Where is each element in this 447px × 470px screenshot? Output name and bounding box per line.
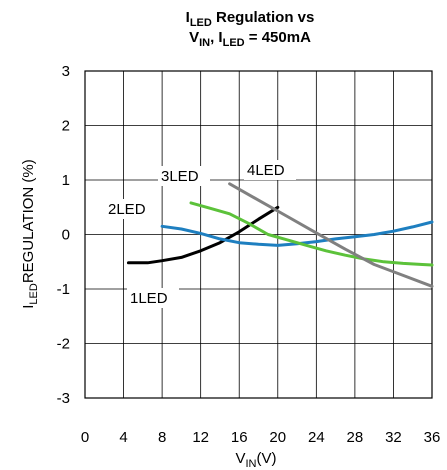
title1-main: I bbox=[186, 9, 190, 26]
y-tick-label: 1 bbox=[62, 172, 70, 189]
x-tick-label: 28 bbox=[347, 429, 364, 446]
xlabel-unit: (V) bbox=[257, 450, 277, 467]
series-label-3led: 3LED bbox=[161, 168, 199, 185]
series-line-4led bbox=[228, 182, 434, 288]
ylabel-rest: REGULATION (%) bbox=[20, 159, 37, 283]
series-label-bg bbox=[127, 288, 179, 308]
chart-title-line-1: ILED Regulation vs bbox=[186, 9, 315, 29]
ylabel-sub: LED bbox=[28, 283, 40, 304]
x-tick-label: 36 bbox=[424, 429, 441, 446]
x-tick-label: 16 bbox=[231, 429, 248, 446]
title1-rest: Regulation vs bbox=[212, 9, 315, 26]
plot-frame bbox=[84, 70, 433, 399]
xlabel-main: V bbox=[235, 450, 245, 467]
title2-sep: , I bbox=[210, 29, 223, 46]
x-tick-label: 8 bbox=[158, 429, 166, 446]
series-label-bg bbox=[244, 160, 296, 180]
title2-rest: = 450mA bbox=[245, 29, 311, 46]
x-tick-label: 12 bbox=[192, 429, 209, 446]
y-tick-label: -3 bbox=[57, 390, 70, 407]
chart-title: ILED Regulation vs VIN, ILED = 450mA bbox=[186, 9, 315, 49]
y-tick-label: 0 bbox=[62, 227, 70, 244]
series-lines bbox=[126, 182, 434, 288]
series-line-3led bbox=[189, 201, 434, 267]
y-axis-title: ILEDREGULATION (%) bbox=[20, 159, 40, 308]
x-tick-label: 4 bbox=[119, 429, 127, 446]
series-label-1led: 1LED bbox=[130, 290, 168, 307]
series-label-2led: 2LED bbox=[108, 201, 146, 218]
y-tick-label: -2 bbox=[57, 336, 70, 353]
series-line-1led bbox=[126, 205, 280, 265]
title2-i-sub: LED bbox=[223, 37, 245, 49]
ylabel-main: I bbox=[20, 305, 37, 309]
x-tick-label: 24 bbox=[308, 429, 325, 446]
series-labels: 1LED 2LED 3LED 4LED bbox=[105, 160, 296, 308]
chart-title-line-2: VIN, ILED = 450mA bbox=[189, 29, 311, 49]
x-tick-labels: 0 4 8 12 16 20 24 28 32 36 bbox=[81, 429, 441, 446]
title2-v-sub: IN bbox=[199, 37, 210, 49]
y-tick-label: -1 bbox=[57, 281, 70, 298]
xlabel-sub: IN bbox=[246, 458, 257, 470]
x-tick-label: 32 bbox=[385, 429, 402, 446]
x-tick-label: 0 bbox=[81, 429, 89, 446]
title1-sub: LED bbox=[190, 17, 212, 29]
y-tick-label: 2 bbox=[62, 118, 70, 135]
title2-v: V bbox=[189, 29, 199, 46]
series-label-bg bbox=[158, 166, 210, 186]
x-axis-title: VIN(V) bbox=[235, 450, 276, 470]
y-tick-labels: 3 2 1 0 -1 -2 -3 bbox=[57, 63, 70, 407]
y-tick-label: 3 bbox=[62, 63, 70, 80]
series-label-4led: 4LED bbox=[247, 162, 285, 179]
x-tick-label: 20 bbox=[269, 429, 286, 446]
series-label-bg bbox=[105, 199, 157, 219]
